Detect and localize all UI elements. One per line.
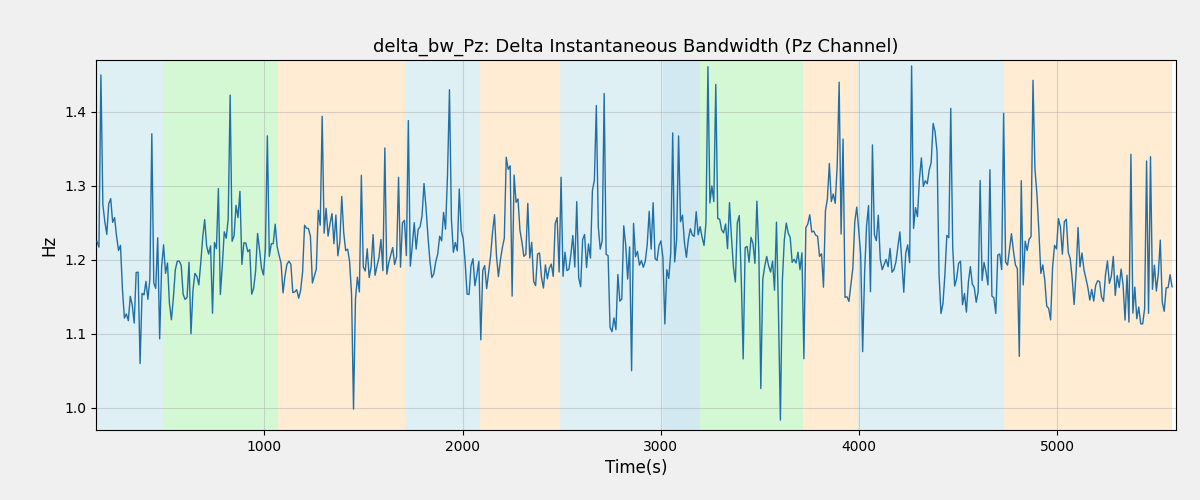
Bar [804,60,857,430]
Bar [278,60,406,430]
Bar [480,60,559,430]
Bar [406,60,480,430]
X-axis label: Time(s): Time(s) [605,460,667,477]
Bar [559,60,662,430]
Title: delta_bw_Pz: Delta Instantaneous Bandwidth (Pz Channel): delta_bw_Pz: Delta Instantaneous Bandwid… [373,38,899,56]
Bar [701,60,804,430]
Bar [857,60,1003,430]
Bar [1003,60,1172,430]
Bar [163,60,278,430]
Y-axis label: Hz: Hz [41,234,59,256]
Bar [97,60,163,430]
Bar [662,60,701,430]
